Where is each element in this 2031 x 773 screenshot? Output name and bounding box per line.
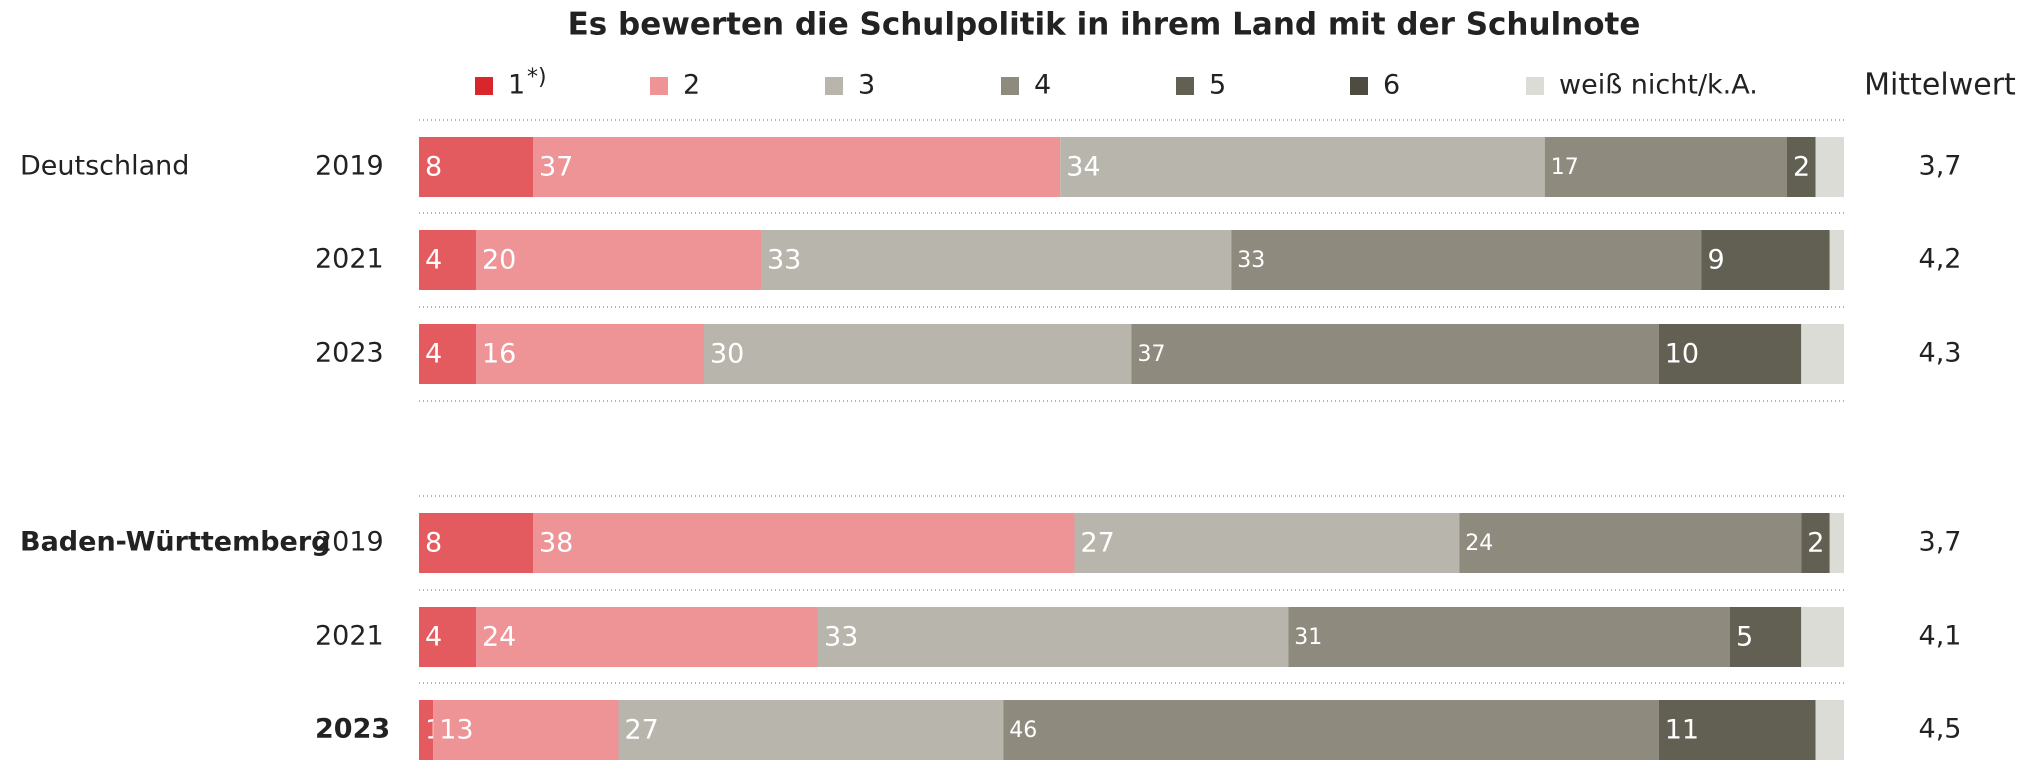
year-label: 2023 bbox=[315, 714, 390, 745]
legend-swatch bbox=[1001, 77, 1019, 95]
legend-label: 6 bbox=[1383, 70, 1400, 101]
bar-segment bbox=[1801, 324, 1844, 384]
legend-note: *) bbox=[527, 65, 547, 90]
group-label: Deutschland bbox=[20, 151, 189, 182]
bar-segment bbox=[533, 513, 1075, 573]
mean-value: 4,2 bbox=[1919, 244, 1962, 275]
bar-segment bbox=[476, 607, 818, 667]
data-label: 34 bbox=[1066, 152, 1100, 183]
bar-segment bbox=[419, 607, 476, 667]
data-label: 27 bbox=[1081, 528, 1115, 559]
chart-title: Es bewerten die Schulpolitik in ihrem La… bbox=[568, 7, 1641, 43]
legend-swatch bbox=[825, 77, 843, 95]
bar-segment bbox=[1544, 137, 1787, 197]
data-label: 8 bbox=[425, 528, 442, 559]
data-label: 24 bbox=[1465, 531, 1493, 556]
bar-segment bbox=[1060, 137, 1545, 197]
bar-segment bbox=[1815, 700, 1844, 760]
data-label: 11 bbox=[1665, 715, 1699, 746]
mean-value: 3,7 bbox=[1919, 527, 1962, 558]
data-label: 33 bbox=[767, 245, 801, 276]
legend-label: 5 bbox=[1209, 70, 1226, 101]
bar-segment bbox=[1829, 230, 1844, 290]
data-label: 13 bbox=[439, 715, 473, 746]
bar-segment bbox=[419, 513, 533, 573]
bar-segment bbox=[419, 324, 476, 384]
year-label: 2021 bbox=[315, 621, 384, 652]
legend-label: 3 bbox=[858, 70, 875, 101]
group-label: Baden-Württemberg bbox=[20, 527, 331, 558]
legend-swatch bbox=[1526, 77, 1544, 95]
bar-segment bbox=[618, 700, 1004, 760]
data-label: 46 bbox=[1009, 718, 1037, 743]
bar-segment bbox=[761, 230, 1232, 290]
data-label: 5 bbox=[1736, 622, 1753, 653]
data-label: 20 bbox=[482, 245, 516, 276]
data-label: 10 bbox=[1665, 339, 1699, 370]
bar-segment bbox=[419, 700, 434, 760]
legend-label: 1 bbox=[508, 70, 525, 101]
data-label: 8 bbox=[425, 152, 442, 183]
legend-swatch bbox=[1350, 77, 1368, 95]
bar-segment bbox=[1701, 230, 1830, 290]
bar-segment bbox=[704, 324, 1132, 384]
bar-segment bbox=[1131, 324, 1659, 384]
bar-segment bbox=[1730, 607, 1802, 667]
bar-segment bbox=[1288, 607, 1730, 667]
mean-value: 4,3 bbox=[1919, 338, 1962, 369]
bar-segment bbox=[1801, 513, 1830, 573]
legend-label: weiß nicht/k.A. bbox=[1559, 70, 1758, 101]
bar-segment bbox=[476, 324, 704, 384]
data-label: 38 bbox=[539, 528, 573, 559]
data-label: 30 bbox=[710, 339, 744, 370]
mean-value: 4,1 bbox=[1919, 621, 1962, 652]
data-label: 4 bbox=[425, 245, 442, 276]
bar-segment bbox=[1658, 700, 1816, 760]
bar-segment bbox=[1787, 137, 1816, 197]
bar-segment bbox=[419, 230, 476, 290]
year-label: 2021 bbox=[315, 244, 384, 275]
bar-segment bbox=[1231, 230, 1702, 290]
legend-swatch bbox=[650, 77, 668, 95]
data-label: 16 bbox=[482, 339, 516, 370]
data-label: 33 bbox=[824, 622, 858, 653]
year-label: 2019 bbox=[315, 527, 384, 558]
bar-segment bbox=[419, 137, 533, 197]
year-label: 2019 bbox=[315, 151, 384, 182]
year-label: 2023 bbox=[315, 338, 384, 369]
bar-segment bbox=[1074, 513, 1460, 573]
mean-value: 4,5 bbox=[1919, 714, 1962, 745]
data-label: 9 bbox=[1708, 245, 1725, 276]
bar-segment bbox=[1658, 324, 1802, 384]
bar-segment bbox=[476, 230, 761, 290]
data-label: 4 bbox=[425, 339, 442, 370]
mean-value: 3,7 bbox=[1919, 151, 1962, 182]
data-label: 27 bbox=[625, 715, 659, 746]
data-label: 4 bbox=[425, 622, 442, 653]
bar-segment bbox=[1801, 607, 1844, 667]
data-label: 31 bbox=[1294, 625, 1322, 650]
legend-label: 2 bbox=[683, 70, 700, 101]
mean-header: Mittelwert bbox=[1864, 68, 2016, 103]
bar-segment bbox=[1829, 513, 1844, 573]
legend-label: 4 bbox=[1034, 70, 1051, 101]
data-label: 37 bbox=[539, 152, 573, 183]
bar-segment bbox=[1003, 700, 1659, 760]
bar-segment bbox=[1459, 513, 1802, 573]
legend-swatch bbox=[475, 77, 493, 95]
bar-segment bbox=[533, 137, 1061, 197]
data-label: 37 bbox=[1138, 342, 1166, 367]
bar-segment bbox=[818, 607, 1289, 667]
legend-swatch bbox=[1176, 77, 1194, 95]
bar-segment bbox=[1815, 137, 1844, 197]
bar-segment bbox=[433, 700, 619, 760]
data-label: 33 bbox=[1237, 248, 1265, 273]
data-label: 17 bbox=[1551, 155, 1579, 180]
data-label: 2 bbox=[1793, 152, 1810, 183]
data-label: 24 bbox=[482, 622, 516, 653]
data-label: 2 bbox=[1807, 528, 1824, 559]
